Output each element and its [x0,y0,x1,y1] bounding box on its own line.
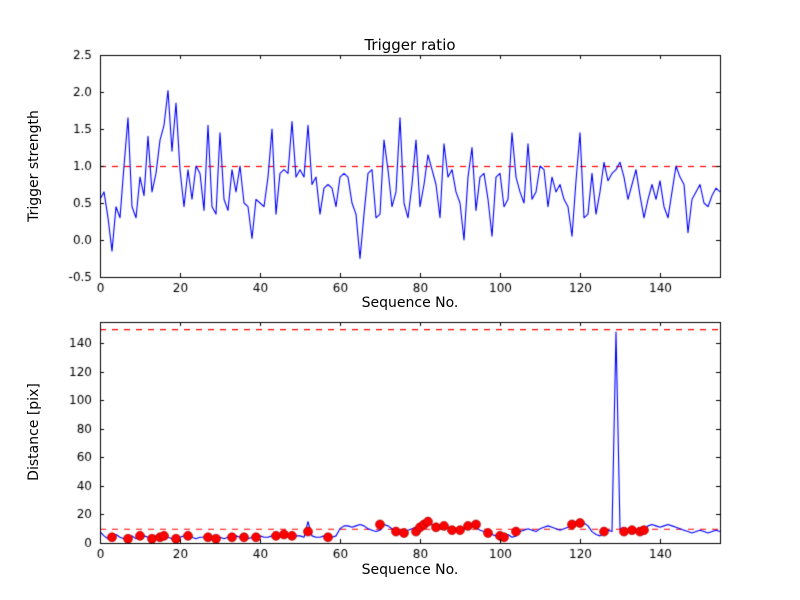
bottom-plot-ylabel: Distance [pix] [26,383,42,481]
top-plot-title: Trigger ratio [364,36,456,54]
top-plot-ylabel: Trigger strength [26,110,42,222]
top-plot-xlabel: Sequence No. [361,295,459,311]
bottom-plot-xlabel: Sequence No. [361,562,459,578]
